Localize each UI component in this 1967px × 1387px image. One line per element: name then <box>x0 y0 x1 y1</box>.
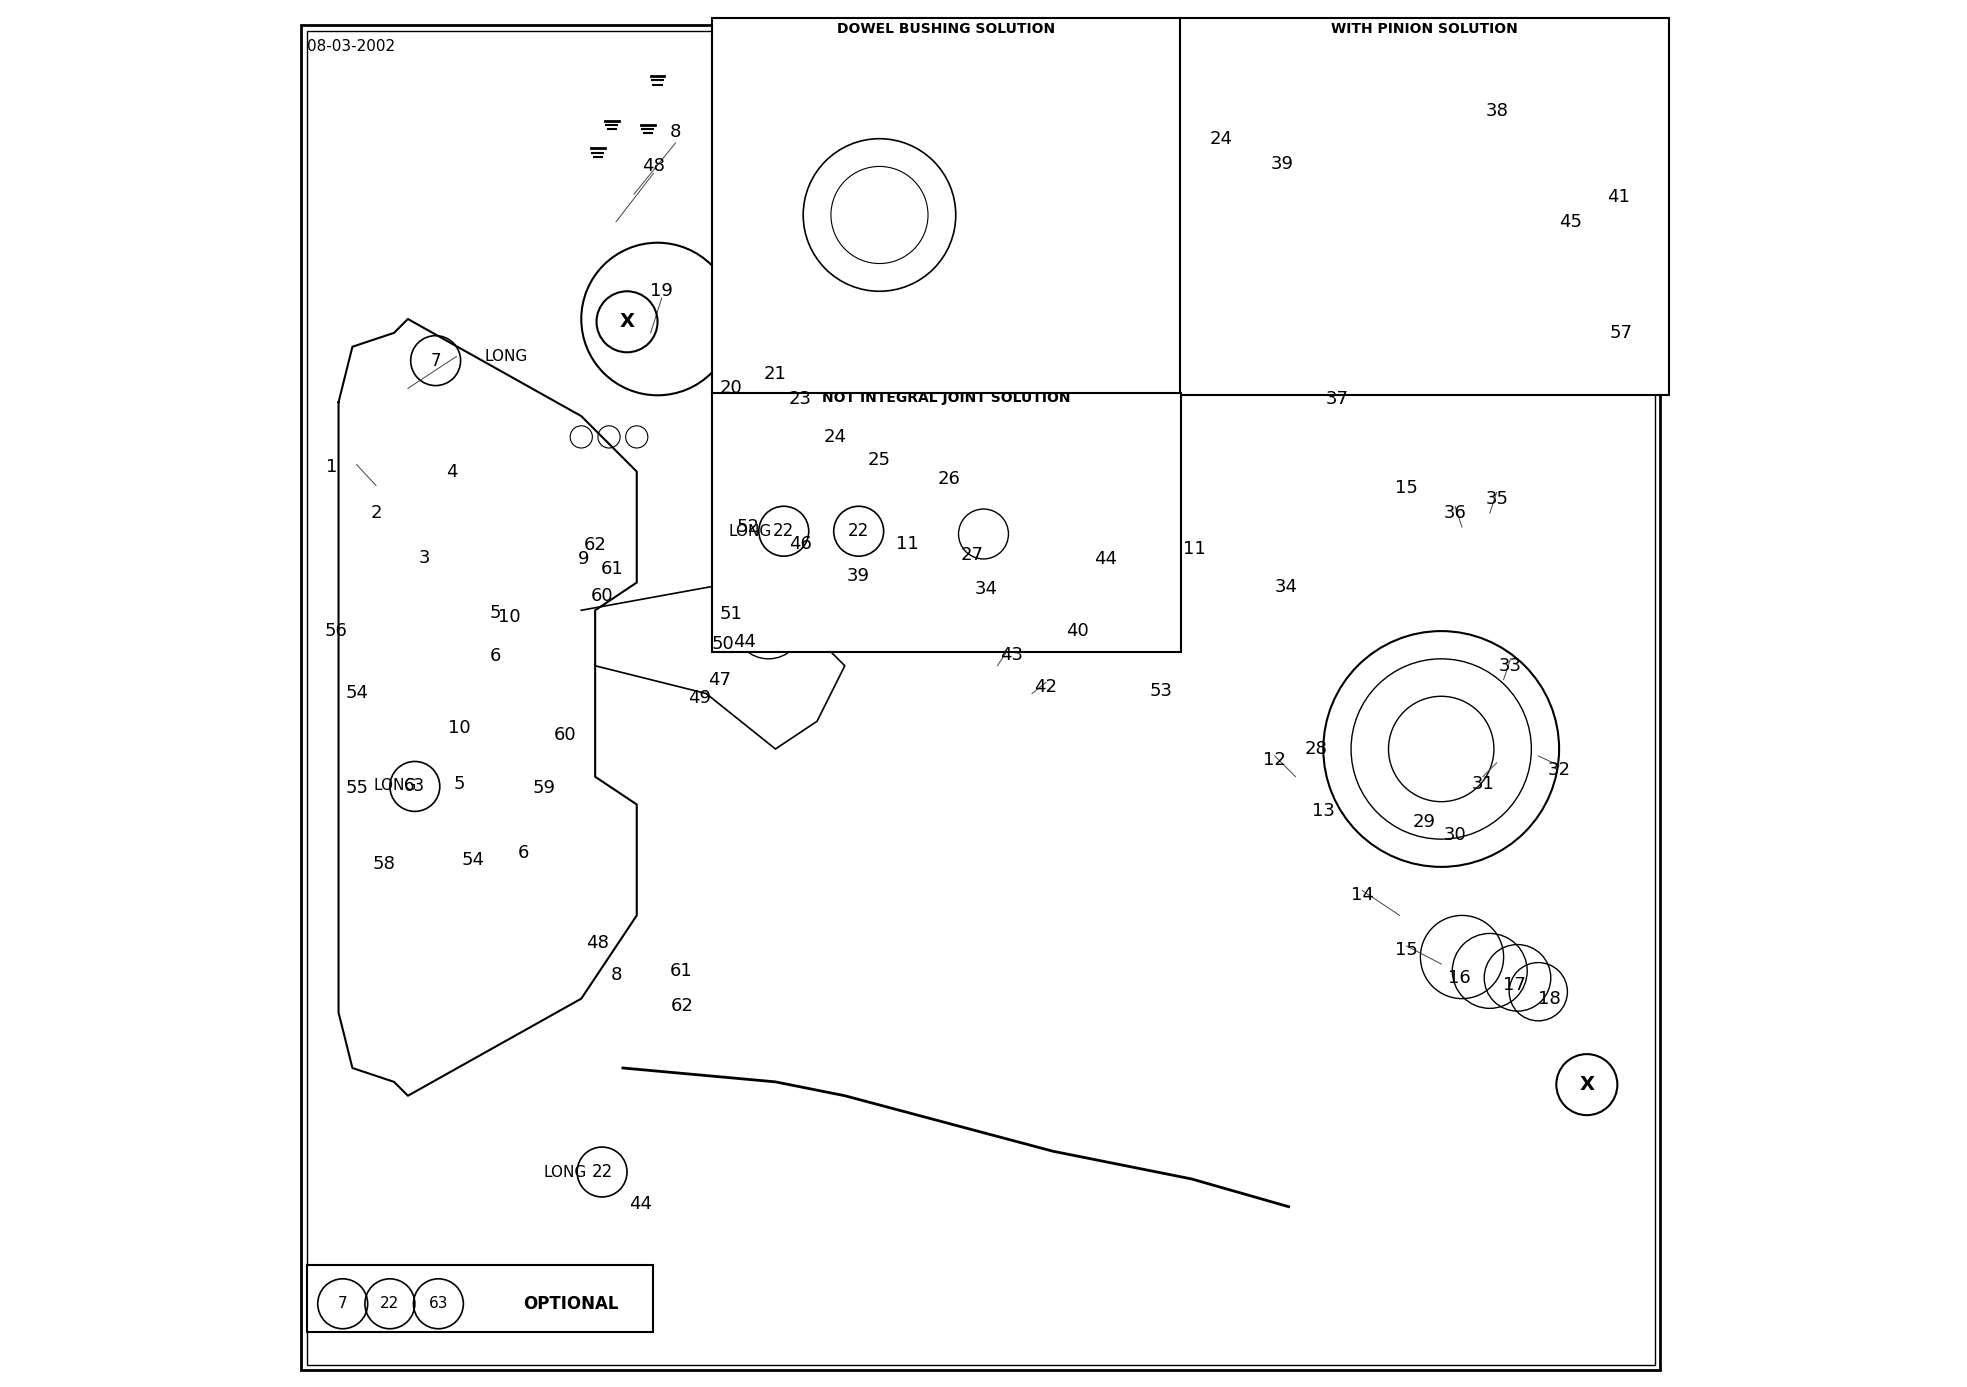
Text: 51: 51 <box>720 606 742 623</box>
Text: 40: 40 <box>1066 623 1090 639</box>
Text: 30: 30 <box>1444 827 1467 843</box>
Text: 46: 46 <box>789 535 812 552</box>
Text: 13: 13 <box>1312 803 1336 820</box>
Text: 45: 45 <box>1558 214 1581 230</box>
Text: 42: 42 <box>1035 678 1058 695</box>
Text: 47: 47 <box>708 671 732 688</box>
Text: 33: 33 <box>1499 657 1522 674</box>
Text: 22: 22 <box>773 523 795 540</box>
Text: X: X <box>1580 1075 1595 1094</box>
Text: 59: 59 <box>533 779 555 796</box>
Text: 39: 39 <box>1271 155 1292 172</box>
Text: 49: 49 <box>688 689 710 706</box>
Text: 43: 43 <box>999 646 1023 663</box>
Text: X: X <box>620 312 635 331</box>
Text: 41: 41 <box>1607 189 1631 205</box>
Text: 35: 35 <box>1485 491 1509 508</box>
Text: 6: 6 <box>517 845 529 861</box>
Text: 5: 5 <box>490 605 502 621</box>
Text: 60: 60 <box>553 727 576 743</box>
Text: 9: 9 <box>578 551 590 567</box>
Text: 17: 17 <box>1503 976 1526 993</box>
Text: 61: 61 <box>669 963 692 979</box>
Text: 60: 60 <box>590 588 614 605</box>
Text: 5: 5 <box>454 775 464 792</box>
Text: OPTIONAL: OPTIONAL <box>523 1295 618 1312</box>
Text: 22: 22 <box>848 523 869 540</box>
Text: LONG: LONG <box>374 778 417 792</box>
Text: DOWEL BUSHING SOLUTION: DOWEL BUSHING SOLUTION <box>838 22 1054 36</box>
Text: 52: 52 <box>736 519 759 535</box>
Text: 28: 28 <box>1304 741 1328 757</box>
Text: 16: 16 <box>1448 970 1471 986</box>
Text: LONG: LONG <box>728 524 771 538</box>
Text: 57: 57 <box>1611 325 1633 341</box>
Bar <box>712 393 1180 652</box>
Text: 11: 11 <box>895 535 919 552</box>
Text: 58: 58 <box>374 856 395 872</box>
Text: 08-03-2002: 08-03-2002 <box>307 39 395 54</box>
Text: 24: 24 <box>824 429 846 445</box>
Text: 31: 31 <box>1471 775 1495 792</box>
Bar <box>1180 18 1668 395</box>
Text: 44: 44 <box>734 634 757 651</box>
Text: 62: 62 <box>671 997 694 1014</box>
FancyBboxPatch shape <box>307 1265 653 1332</box>
Text: 26: 26 <box>938 470 960 487</box>
Text: 10: 10 <box>448 720 470 736</box>
Text: LONG: LONG <box>484 350 527 363</box>
Text: 15: 15 <box>1395 942 1418 958</box>
Text: 62: 62 <box>584 537 606 553</box>
Text: 24: 24 <box>1210 130 1231 147</box>
Text: 1: 1 <box>327 459 336 476</box>
Text: LONG: LONG <box>543 1165 586 1179</box>
Text: 32: 32 <box>1548 761 1570 778</box>
Text: 22: 22 <box>592 1164 612 1180</box>
Text: 48: 48 <box>641 158 665 175</box>
Text: 63: 63 <box>405 778 425 795</box>
Text: 12: 12 <box>1263 752 1286 768</box>
Text: 2: 2 <box>370 505 382 522</box>
Text: 38: 38 <box>1485 103 1509 119</box>
Text: 18: 18 <box>1538 990 1560 1007</box>
Text: 15: 15 <box>1395 480 1418 497</box>
Text: 61: 61 <box>600 560 624 577</box>
Text: NOT INTEGRAL JOINT SOLUTION: NOT INTEGRAL JOINT SOLUTION <box>822 391 1070 405</box>
Text: 8: 8 <box>671 123 681 140</box>
Text: 39: 39 <box>848 567 869 584</box>
Text: 54: 54 <box>344 685 368 702</box>
Text: 44: 44 <box>1094 551 1117 567</box>
Text: 34: 34 <box>976 581 997 598</box>
Text: 19: 19 <box>651 283 673 300</box>
Text: 29: 29 <box>1412 814 1436 831</box>
Text: 4: 4 <box>447 463 458 480</box>
Text: 22: 22 <box>380 1297 399 1311</box>
Text: 48: 48 <box>586 935 610 951</box>
Text: WITH PINION SOLUTION: WITH PINION SOLUTION <box>1332 22 1519 36</box>
Text: 11: 11 <box>1182 541 1206 558</box>
Bar <box>712 18 1180 395</box>
Text: 54: 54 <box>462 852 484 868</box>
Text: 7: 7 <box>338 1297 348 1311</box>
Text: 63: 63 <box>429 1297 448 1311</box>
Text: 21: 21 <box>763 366 787 383</box>
Text: 6: 6 <box>490 648 502 664</box>
Text: 53: 53 <box>1149 682 1172 699</box>
Text: 36: 36 <box>1444 505 1467 522</box>
Text: 25: 25 <box>867 452 891 469</box>
Text: 56: 56 <box>325 623 348 639</box>
Text: 37: 37 <box>1326 391 1349 408</box>
Text: 44: 44 <box>629 1196 653 1212</box>
Text: 8: 8 <box>610 967 622 983</box>
Text: 20: 20 <box>720 380 742 397</box>
Text: 55: 55 <box>344 779 368 796</box>
Text: 50: 50 <box>712 635 734 652</box>
Text: 7: 7 <box>431 352 441 369</box>
Text: 3: 3 <box>419 549 431 566</box>
Text: 10: 10 <box>498 609 521 626</box>
Text: 14: 14 <box>1351 886 1373 903</box>
Text: 23: 23 <box>789 391 812 408</box>
Text: 27: 27 <box>962 546 984 563</box>
Text: 34: 34 <box>1275 578 1298 595</box>
